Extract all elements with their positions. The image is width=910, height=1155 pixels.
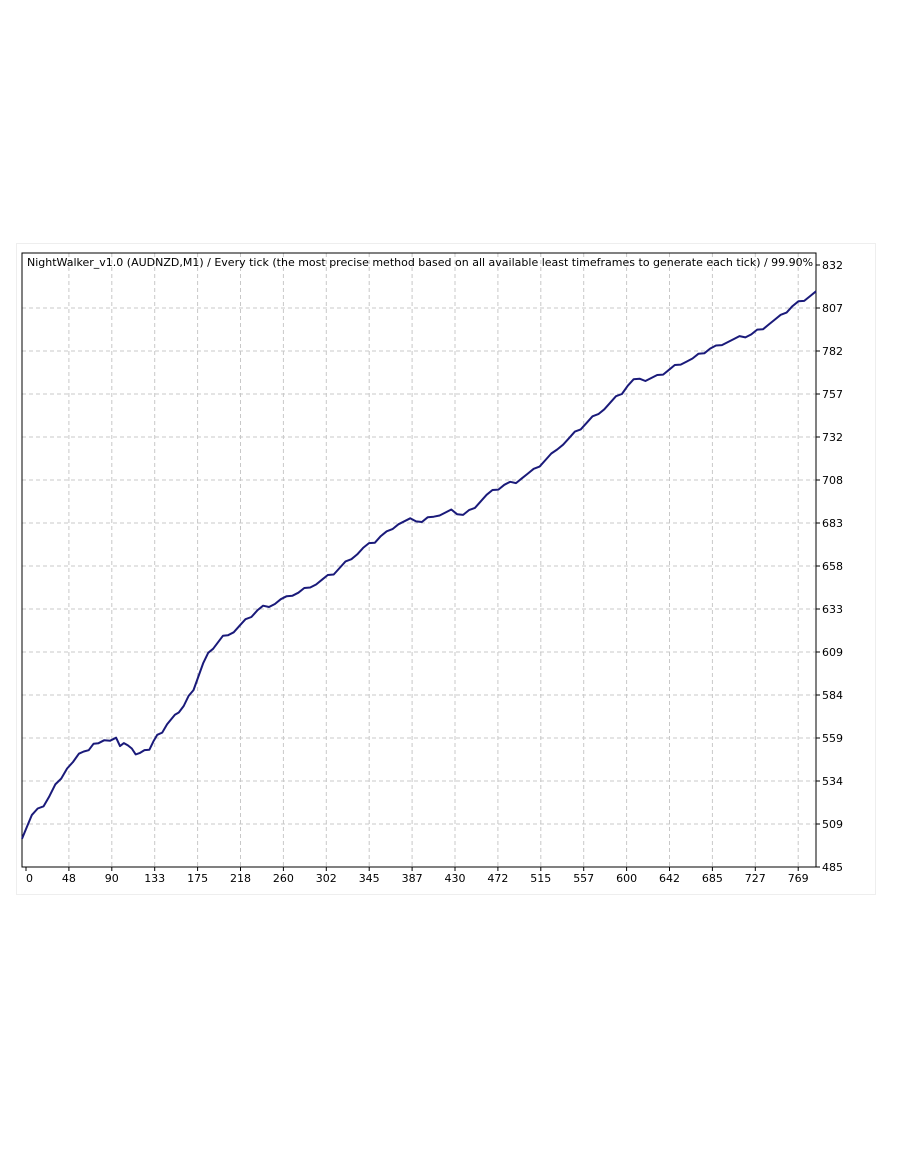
y-tick-label: 534 bbox=[822, 775, 843, 788]
y-axis-ticks: 832 807 782 757 732 708 683 658 633 609 584 559 534 5… bbox=[816, 259, 843, 874]
x-tick-label: 48 bbox=[62, 872, 76, 885]
y-tick-label: 732 bbox=[822, 431, 843, 444]
grid-lines bbox=[22, 253, 816, 867]
x-tick-label: 90 bbox=[105, 872, 119, 885]
x-tick-label: 685 bbox=[702, 872, 723, 885]
plot-border bbox=[21, 252, 817, 868]
x-tick-label: 175 bbox=[187, 872, 208, 885]
chart-title: NightWalker_v1.0 (AUDNZD,M1) / Every tic… bbox=[27, 256, 813, 269]
x-tick-label: 387 bbox=[402, 872, 423, 885]
x-tick-label: 557 bbox=[573, 872, 594, 885]
y-tick-label: 509 bbox=[822, 818, 843, 831]
y-tick-label: 633 bbox=[822, 603, 843, 616]
x-tick-label: 345 bbox=[359, 872, 380, 885]
y-tick-label: 683 bbox=[822, 517, 843, 530]
x-tick-label: 0 bbox=[26, 872, 33, 885]
x-tick-label: 515 bbox=[530, 872, 551, 885]
y-tick-label: 609 bbox=[822, 646, 843, 659]
equity-series-line bbox=[21, 290, 817, 840]
y-tick-label: 832 bbox=[822, 259, 843, 272]
chart-frame bbox=[16, 243, 876, 895]
y-tick-label: 757 bbox=[822, 388, 843, 401]
x-tick-label: 302 bbox=[316, 872, 337, 885]
x-tick-label: 218 bbox=[230, 872, 251, 885]
x-tick-label: 600 bbox=[616, 872, 637, 885]
y-tick-label: 485 bbox=[822, 861, 843, 874]
series-layer bbox=[21, 290, 817, 840]
x-tick-label: 727 bbox=[745, 872, 766, 885]
y-tick-label: 708 bbox=[822, 474, 843, 487]
y-tick-label: 782 bbox=[822, 345, 843, 358]
x-tick-label: 642 bbox=[659, 872, 680, 885]
x-tick-label: 472 bbox=[487, 872, 508, 885]
x-tick-label: 769 bbox=[788, 872, 809, 885]
y-tick-label: 658 bbox=[822, 560, 843, 573]
x-tick-label: 133 bbox=[144, 872, 165, 885]
y-tick-label: 559 bbox=[822, 732, 843, 745]
y-tick-label: 584 bbox=[822, 689, 843, 702]
y-tick-label: 807 bbox=[822, 302, 843, 315]
x-axis-ticks: 0 48 90 133 175 218 260 302 345 387 430 472 515 557 60… bbox=[25, 867, 809, 885]
x-tick-label: 260 bbox=[273, 872, 294, 885]
x-tick-label: 430 bbox=[445, 872, 466, 885]
